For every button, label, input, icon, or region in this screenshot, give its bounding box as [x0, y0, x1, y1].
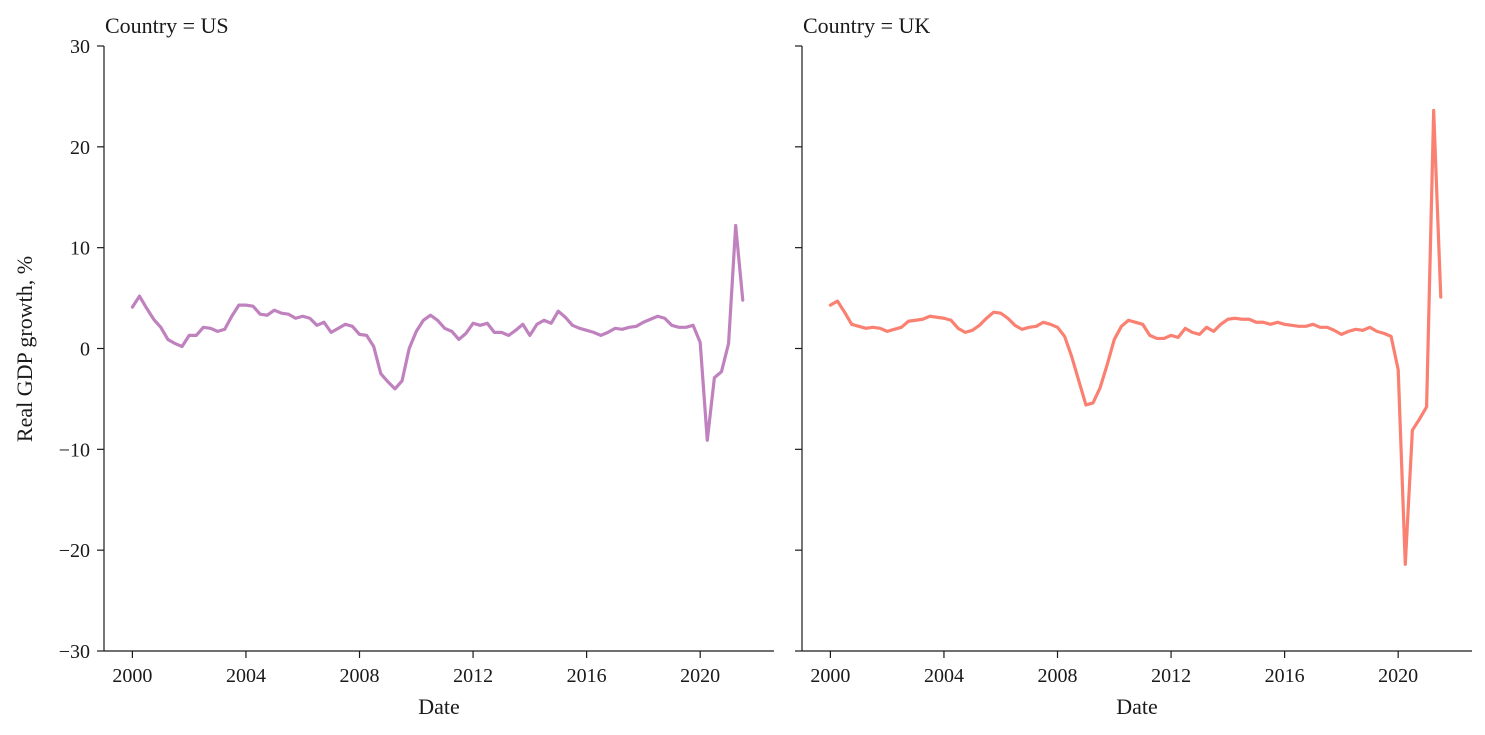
x-tick-label: 2020 [680, 665, 720, 687]
x-tick-label: 2000 [810, 665, 850, 687]
panel-uk-x-axis-label: Date [1116, 694, 1158, 719]
y-tick-label: 30 [70, 36, 90, 58]
panel-uk-ticks: 2000 2004 2008 2012 2016 2020 [795, 45, 1418, 687]
x-tick-label: 2016 [1265, 665, 1305, 687]
y-tick-label: 20 [70, 137, 90, 159]
x-tick-label: 2012 [453, 665, 493, 687]
panel-title-us: Country = US [105, 13, 229, 38]
x-tick-label: 2004 [226, 665, 266, 687]
y-tick-label: 0 [80, 339, 90, 361]
x-tick-label: 2012 [1151, 665, 1191, 687]
y-tick-label: −30 [59, 641, 90, 663]
panel-us: Country = US 30 20 10 0 −10 −20 −30 2000 2004 200… [59, 13, 774, 719]
y-tick-label: 10 [70, 238, 90, 260]
x-tick-label: 2004 [924, 665, 964, 687]
y-axis-label: Real GDP growth, % [12, 256, 37, 442]
x-tick-label: 2016 [567, 665, 607, 687]
y-tick-label: −10 [59, 439, 90, 461]
x-tick-label: 2000 [112, 665, 152, 687]
panel-title-uk: Country = UK [803, 13, 930, 38]
panel-us-x-axis-label: Date [418, 694, 460, 719]
panel-uk: Country = UK 2000 2004 2008 2012 2016 2020 Da… [795, 13, 1472, 719]
series-line-uk [828, 108, 1443, 566]
panel-us-ticks: 30 20 10 0 −10 −20 −30 2000 2004 2008 2012 2016 2020 [59, 36, 720, 687]
x-tick-label: 2020 [1378, 665, 1418, 687]
series-line-us [130, 223, 745, 442]
y-tick-label: −20 [59, 540, 90, 562]
x-tick-label: 2008 [340, 665, 380, 687]
x-tick-label: 2008 [1038, 665, 1078, 687]
